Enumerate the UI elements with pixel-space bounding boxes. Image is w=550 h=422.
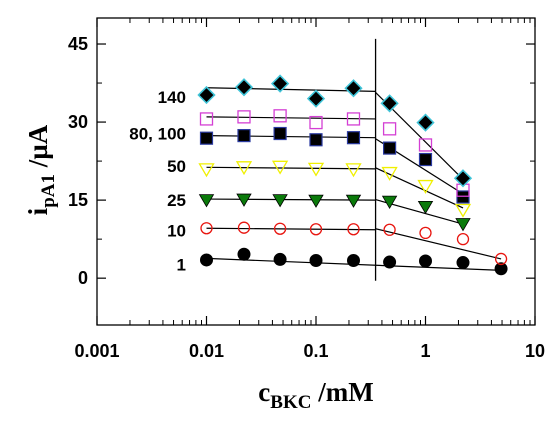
- data-point: [346, 131, 361, 145]
- data-markers: [197, 74, 508, 276]
- y-tick-label: 0: [78, 268, 88, 288]
- data-point: [273, 126, 287, 141]
- data-point: [309, 133, 323, 147]
- data-point: [417, 179, 434, 194]
- data-point: [271, 160, 289, 175]
- data-point: [237, 247, 251, 261]
- data-point: [419, 254, 432, 268]
- data-point: [455, 218, 471, 232]
- series-label: 1: [177, 256, 186, 275]
- fit-lines: [206, 38, 503, 281]
- data-point: [453, 169, 473, 188]
- fit-line: [375, 167, 464, 209]
- fit-line: [375, 228, 502, 260]
- data-point: [417, 200, 434, 215]
- data-point: [198, 163, 215, 178]
- data-point: [416, 113, 435, 132]
- x-tick-label: 1: [420, 341, 430, 361]
- plot-frame: [96, 17, 536, 326]
- data-point: [382, 141, 397, 155]
- fit-line: [206, 166, 376, 170]
- data-point: [273, 109, 287, 123]
- data-point: [456, 190, 470, 204]
- x-axis-title-sub: BKC: [270, 392, 311, 413]
- y-axis-title-sub: pA1: [38, 174, 59, 208]
- data-point: [197, 85, 216, 105]
- y-tick-label: 15: [68, 190, 88, 210]
- data-point: [345, 163, 362, 178]
- data-point: [308, 194, 324, 208]
- y-axis-title-unit: /µA: [23, 124, 53, 174]
- data-point: [347, 223, 360, 236]
- x-tick-label: 0.1: [303, 341, 328, 361]
- y-axis-title: ipA1 /µA: [23, 124, 59, 215]
- x-tick-label: 0.01: [189, 341, 224, 361]
- data-point: [381, 195, 398, 209]
- x-axis-title-unit: /mM: [311, 377, 373, 407]
- x-axis-title-main: c: [258, 377, 270, 407]
- x-tick-label: 10: [525, 341, 545, 361]
- x-axis-title: cBKC /mM: [258, 377, 373, 413]
- data-point: [307, 162, 325, 177]
- data-point: [382, 122, 397, 136]
- data-point: [237, 110, 251, 124]
- data-point: [306, 89, 326, 108]
- data-point: [380, 94, 399, 113]
- series-label: 140: [158, 88, 186, 107]
- data-point: [456, 256, 470, 270]
- series-label: 10: [167, 221, 186, 240]
- series-label: 25: [167, 191, 186, 210]
- data-point: [200, 253, 213, 267]
- data-point: [494, 262, 508, 276]
- fit-line: [206, 198, 376, 201]
- data-point: [418, 152, 433, 167]
- data-point: [199, 112, 214, 126]
- data-point: [309, 223, 323, 236]
- axes: 0.001 0.01 0.1 1 10 0 15 30 45: [68, 18, 545, 361]
- data-point: [309, 253, 323, 267]
- data-point: [383, 255, 397, 269]
- data-point: [237, 221, 251, 234]
- data-point: [270, 74, 290, 93]
- data-point: [454, 203, 472, 218]
- y-tick-label: 45: [68, 34, 88, 54]
- data-point: [199, 131, 214, 145]
- data-point: [273, 222, 287, 235]
- data-point: [345, 194, 362, 208]
- fit-line: [206, 116, 376, 120]
- fit-line: [206, 227, 376, 231]
- data-point: [346, 112, 361, 126]
- data-point: [456, 232, 470, 246]
- x-tick-label: 0.001: [74, 341, 119, 361]
- series-label: 80, 100: [129, 125, 186, 144]
- data-point: [419, 226, 432, 240]
- data-point: [234, 78, 254, 97]
- data-point: [344, 79, 363, 98]
- data-point: [272, 194, 288, 208]
- y-axis-title-main: i: [23, 207, 53, 215]
- data-point: [418, 138, 433, 152]
- data-point: [237, 128, 251, 143]
- data-point: [381, 166, 398, 181]
- data-point: [383, 223, 396, 236]
- data-point: [346, 253, 360, 267]
- data-point: [309, 115, 323, 130]
- data-point: [235, 161, 253, 176]
- data-point: [200, 222, 213, 235]
- data-point: [236, 193, 252, 207]
- data-point: [494, 252, 508, 266]
- data-point: [273, 252, 287, 266]
- series-labels: 140 80, 100 50 25 10 1: [129, 88, 186, 275]
- y-tick-label: 30: [68, 112, 88, 132]
- series-label: 50: [167, 157, 186, 176]
- data-point: [198, 194, 215, 208]
